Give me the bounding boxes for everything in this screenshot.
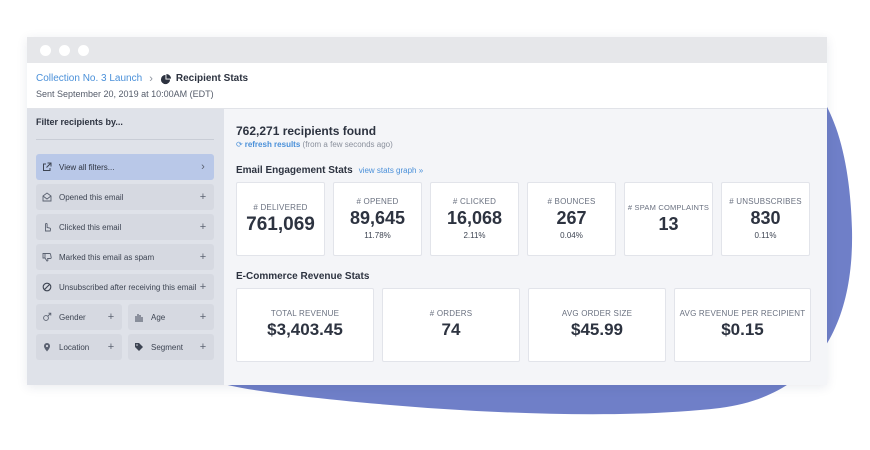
filter-marked-spam[interactable]: Marked this email as spam + bbox=[36, 244, 214, 270]
revenue-card-total: TOTAL REVENUE $3,403.45 bbox=[236, 288, 374, 362]
filter-label: Opened this email bbox=[59, 192, 124, 202]
engagement-section-title: Email Engagement Stats view stats graph … bbox=[236, 165, 423, 176]
stat-label: # OPENED bbox=[356, 197, 399, 206]
stat-label: AVG REVENUE PER RECIPIENT bbox=[679, 309, 806, 318]
stat-percentage: 0.04% bbox=[560, 231, 583, 240]
stat-label: # ORDERS bbox=[429, 309, 473, 318]
pointer-hand-icon bbox=[42, 222, 52, 232]
sidebar-title: Filter recipients by... bbox=[36, 117, 123, 127]
content-area: Filter recipients by... View all filters… bbox=[27, 109, 827, 385]
stat-card-unsubscribes: # UNSUBSCRIBES 830 0.11% bbox=[721, 182, 810, 256]
add-filter-icon[interactable]: + bbox=[199, 221, 207, 233]
filter-unsubscribed[interactable]: Unsubscribed after receiving this email … bbox=[36, 274, 214, 300]
engagement-title: Email Engagement Stats bbox=[236, 165, 353, 176]
filter-label: Marked this email as spam bbox=[59, 252, 155, 262]
filter-opened-email[interactable]: Opened this email + bbox=[36, 184, 214, 210]
stat-value: 830 bbox=[750, 208, 781, 228]
window-minimize-button[interactable] bbox=[59, 44, 70, 56]
chevron-right-icon: › bbox=[201, 161, 205, 173]
breadcrumb-separator: › bbox=[149, 73, 153, 85]
filter-sidebar: Filter recipients by... View all filters… bbox=[27, 109, 224, 385]
filter-label: Unsubscribed after receiving this email bbox=[59, 282, 197, 292]
recipients-found-count: 762,271 recipients found bbox=[236, 124, 377, 138]
app-window: Collection No. 3 Launch › Recipient Stat… bbox=[27, 37, 827, 385]
age-chart-icon bbox=[134, 312, 144, 322]
filter-label: Clicked this email bbox=[59, 222, 122, 232]
stat-card-opened: # OPENED 89,645 11.78% bbox=[333, 182, 422, 256]
stat-value: 16,068 bbox=[446, 208, 503, 228]
stat-percentage: 11.78% bbox=[364, 231, 391, 240]
revenue-title: E-Commerce Revenue Stats bbox=[236, 271, 370, 282]
revenue-section-title: E-Commerce Revenue Stats bbox=[236, 271, 369, 282]
stat-label: # CLICKED bbox=[452, 197, 497, 206]
breadcrumb-parent-link[interactable]: Collection No. 3 Launch bbox=[36, 73, 143, 84]
revenue-card-avg-order: AVG ORDER SIZE $45.99 bbox=[528, 288, 666, 362]
view-stats-graph-link[interactable]: view stats graph » bbox=[358, 166, 424, 175]
stat-card-spam-complaints: # SPAM COMPLAINTS 13 bbox=[624, 182, 713, 256]
stat-value: 13 bbox=[658, 214, 679, 234]
filter-gender[interactable]: Gender + bbox=[36, 304, 122, 330]
filter-segment[interactable]: Segment + bbox=[128, 334, 214, 360]
window-close-button[interactable] bbox=[40, 44, 51, 56]
gender-icon bbox=[42, 312, 52, 322]
stat-value: $0.15 bbox=[721, 320, 764, 339]
revenue-card-avg-per-recipient: AVG REVENUE PER RECIPIENT $0.15 bbox=[674, 288, 811, 362]
view-all-filters-button[interactable]: View all filters... › bbox=[36, 154, 214, 180]
filter-age[interactable]: Age + bbox=[128, 304, 214, 330]
view-all-filters-label: View all filters... bbox=[59, 162, 115, 172]
stat-value: $3,403.45 bbox=[267, 320, 343, 339]
stat-label: AVG ORDER SIZE bbox=[561, 309, 633, 318]
filter-row: Gender + Age + bbox=[36, 304, 214, 334]
breadcrumb: Collection No. 3 Launch › Recipient Stat… bbox=[36, 72, 827, 86]
stat-label: # SPAM COMPLAINTS bbox=[627, 203, 710, 212]
add-filter-icon[interactable]: + bbox=[199, 191, 207, 203]
filter-label: Age bbox=[151, 312, 166, 322]
add-filter-icon[interactable]: + bbox=[199, 341, 207, 353]
window-maximize-button[interactable] bbox=[78, 44, 89, 56]
page-header: Collection No. 3 Launch › Recipient Stat… bbox=[27, 63, 827, 109]
stat-label: # UNSUBSCRIBES bbox=[729, 197, 802, 206]
stat-card-delivered: # DELIVERED 761,069 bbox=[236, 182, 325, 256]
refresh-line: ⟳ refresh results (from a few seconds ago… bbox=[236, 140, 827, 149]
filter-row: Location + Segment + bbox=[36, 334, 214, 364]
stat-card-bounces: # BOUNCES 267 0.04% bbox=[527, 182, 616, 256]
refresh-results-link[interactable]: refresh results bbox=[244, 140, 301, 149]
envelope-open-icon bbox=[42, 192, 52, 202]
filter-label: Gender bbox=[59, 312, 86, 322]
sidebar-divider bbox=[36, 139, 214, 140]
add-filter-icon[interactable]: + bbox=[199, 311, 207, 323]
stat-percentage: 0.11% bbox=[754, 231, 777, 240]
pie-chart-icon bbox=[160, 73, 171, 84]
add-filter-icon[interactable]: + bbox=[199, 281, 207, 293]
stat-value: 89,645 bbox=[349, 208, 406, 228]
add-filter-icon[interactable]: + bbox=[107, 311, 115, 323]
stat-card-clicked: # CLICKED 16,068 2.11% bbox=[430, 182, 519, 256]
page-title: Recipient Stats bbox=[175, 73, 249, 84]
filter-clicked-email[interactable]: Clicked this email + bbox=[36, 214, 214, 240]
filter-location[interactable]: Location + bbox=[36, 334, 122, 360]
refresh-icon: ⟳ bbox=[236, 140, 243, 149]
ban-icon bbox=[42, 282, 52, 292]
filter-label: Segment bbox=[151, 342, 184, 352]
external-link-icon bbox=[42, 162, 52, 172]
window-titlebar bbox=[27, 37, 827, 63]
refresh-note: (from a few seconds ago) bbox=[302, 140, 393, 149]
location-pin-icon bbox=[42, 342, 52, 352]
stat-value: $45.99 bbox=[571, 320, 623, 339]
stat-label: TOTAL REVENUE bbox=[270, 309, 340, 318]
revenue-card-orders: # ORDERS 74 bbox=[382, 288, 520, 362]
stats-panel: 762,271 recipients found ⟳ refresh result… bbox=[224, 109, 827, 385]
add-filter-icon[interactable]: + bbox=[199, 251, 207, 263]
filter-label: Location bbox=[59, 342, 90, 352]
stat-value: 74 bbox=[441, 320, 461, 339]
add-filter-icon[interactable]: + bbox=[107, 341, 115, 353]
sent-timestamp: Sent September 20, 2019 at 10:00AM (EDT) bbox=[36, 89, 214, 99]
stat-value: 761,069 bbox=[246, 214, 315, 235]
thumbs-down-icon bbox=[42, 252, 52, 262]
stat-label: # DELIVERED bbox=[253, 203, 308, 212]
tag-icon bbox=[134, 342, 144, 352]
stat-value: 267 bbox=[556, 208, 587, 228]
stat-percentage: 2.11% bbox=[463, 231, 486, 240]
stat-label: # BOUNCES bbox=[547, 197, 596, 206]
